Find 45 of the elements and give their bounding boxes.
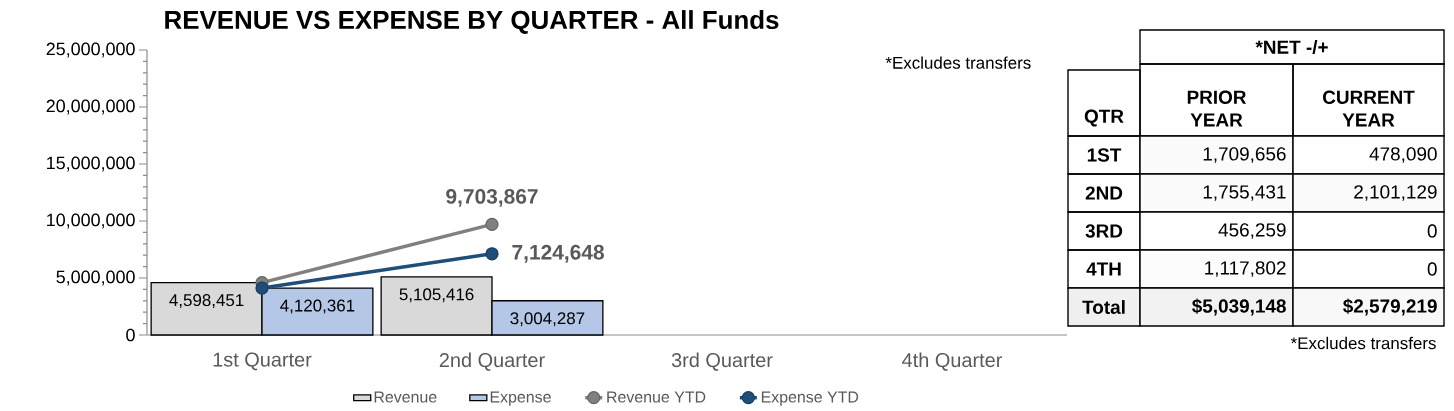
data-label: 9,703,867 (446, 189, 538, 207)
x-tick-label: 2nd Quarter (439, 352, 545, 371)
y-tick-label: 25,000,000 (46, 42, 135, 58)
y-tick-label: 20,000,000 (46, 99, 135, 115)
data-label: $2,579,219 (1343, 298, 1437, 316)
data-label: 0 (1427, 262, 1437, 276)
y-tick-label: 4TH (1086, 262, 1121, 276)
data-label: 4,598,451 (169, 294, 244, 309)
y-tick-label: 2ND (1085, 186, 1123, 200)
y-tick-label: Total (1082, 300, 1125, 314)
y-axis-title: QTR (1084, 109, 1124, 127)
legend-label: Revenue YTD (607, 391, 706, 403)
data-label: 5,105,416 (399, 288, 474, 303)
data-label: 456,259 (1218, 223, 1286, 239)
data-label: 1,755,431 (1203, 185, 1286, 201)
chart-title: REVENUE VS EXPENSE BY QUARTER - All Funds (165, 10, 779, 34)
data-label: 3,004,287 (510, 312, 585, 327)
x-tick-label: PRIOR YEAR (1187, 90, 1247, 127)
legend-label: Revenue (374, 391, 437, 403)
y-tick-label: 10,000,000 (47, 213, 135, 229)
data-label: 1,709,656 (1203, 147, 1286, 163)
data-label: 7,124,648 (512, 244, 604, 263)
x-tick-label: CURRENT YEAR (1323, 90, 1415, 127)
x-tick-label: 1st Quarter (213, 352, 312, 371)
data-label: 4,120,361 (280, 299, 355, 314)
y-tick-label: 0 (126, 328, 135, 342)
chart-title: *NET -/+ (1255, 39, 1328, 55)
x-tick-label: 3rd Quarter (671, 352, 773, 371)
legend-label: Expense YTD (761, 391, 859, 406)
annotation: *Excludes transfers (885, 56, 1031, 69)
data-label: 2,101,129 (1354, 185, 1437, 201)
data-label: 0 (1427, 224, 1437, 238)
data-label: 478,090 (1369, 147, 1437, 163)
point (485, 247, 499, 261)
text: *Excludes transfers (1290, 336, 1436, 350)
y-tick-label: 15,000,000 (47, 156, 135, 172)
point (485, 217, 499, 231)
legend-label: Expense (490, 391, 551, 406)
y-tick-label: 3RD (1085, 224, 1123, 238)
y-tick-label: 5,000,000 (56, 270, 135, 286)
data-label: $5,039,148 (1192, 298, 1286, 316)
data-label: 1,117,802 (1205, 261, 1286, 277)
point (255, 281, 269, 295)
x-tick-label: 4th Quarter (902, 352, 1003, 371)
y-tick-label: 1ST (1087, 148, 1122, 162)
